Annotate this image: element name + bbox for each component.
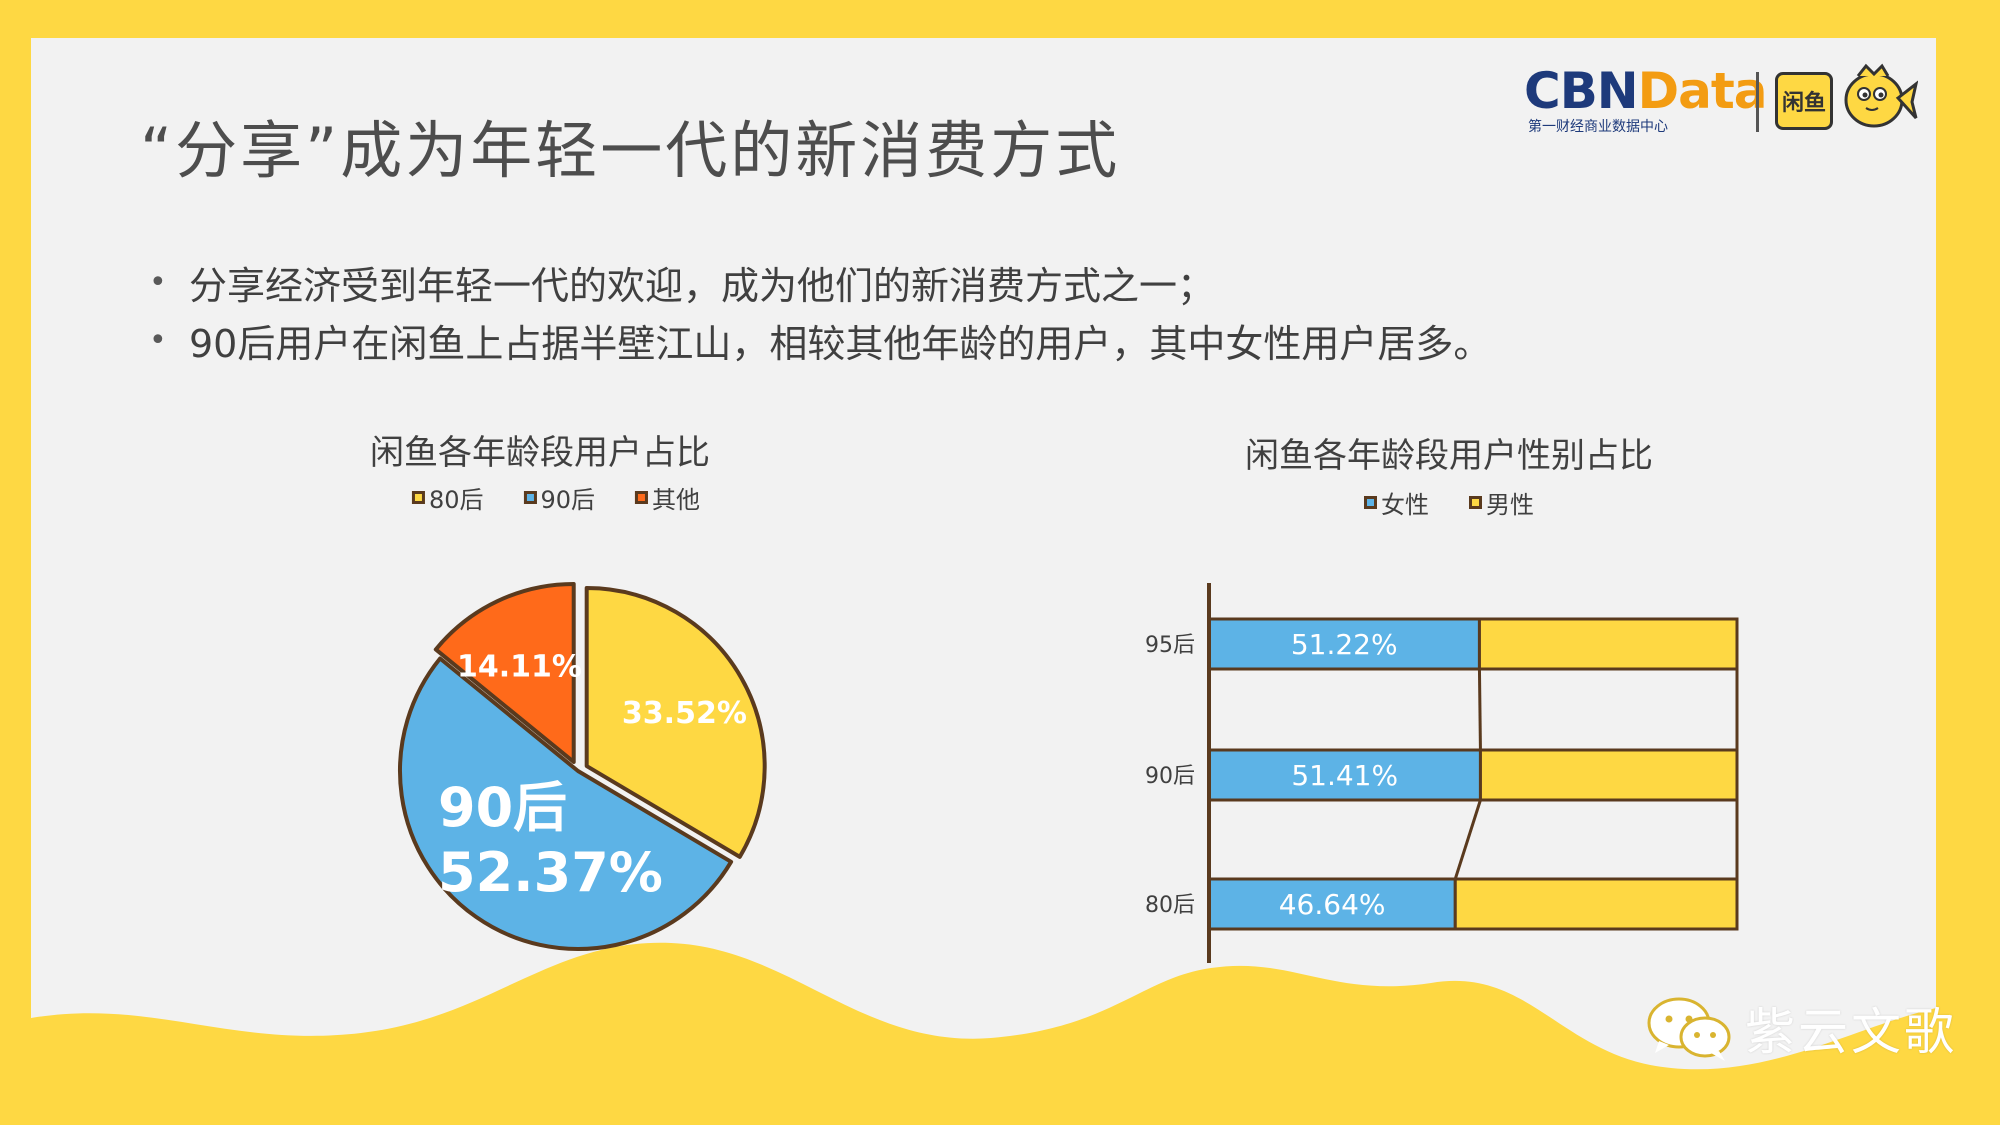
bar-segment [1478,748,1739,802]
legend-swatch [1364,496,1377,509]
pie-slice-category-label: 90后 [438,776,567,839]
page-title: “分享”成为年轻一代的新消费方式 [140,114,1121,187]
wechat-watermark: 紫云文歌 [1645,992,1957,1064]
legend-swatch [523,491,537,504]
legend-swatch [411,491,425,504]
pie-chart-title: 闲鱼各年龄段用户占比 [370,433,710,473]
legend-item-female: 女性 [1364,485,1429,520]
series-line [1453,799,1482,880]
bar-data-label: 51.22% [1291,628,1398,661]
wechat-icon [1647,997,1731,1061]
bullet-text: 90后用户在闲鱼上占据半壁江山，相较其他年龄的用户，其中女性用户居多。 [189,321,1492,366]
category-tick-label: 95后 [1145,633,1195,658]
pie-slice [398,656,734,951]
bar-data-label: 51.41% [1291,759,1398,792]
bottom-wave-decoration [31,942,1936,1098]
bar-segment [1477,617,1739,671]
legend-swatch [1469,496,1482,509]
pie-slice [584,586,767,859]
legend-label: 其他 [652,486,701,514]
bar-chart: 51.22% 95后 51.41% 90后 46.64% 80后 [1145,583,1739,963]
logo-subtitle: 第一财经商业数据中心 [1528,119,1668,135]
bullet-text: 分享经济受到年轻一代的欢迎，成为他们的新消费方式之一； [189,263,1216,308]
bar-data-label: 46.64% [1279,888,1386,921]
bar-legend: 女性 男性 [1364,485,1534,520]
slide-panel: “分享”成为年轻一代的新消费方式 • 分享经济受到年轻一代的欢迎，成为他们的新消… [31,38,1936,1098]
legend-swatch [635,491,649,504]
pie-legend: 80后 90后 其他 [411,480,700,515]
pie-slice-value-label: 14.11% [457,650,582,685]
bullet-item: • 分享经济受到年轻一代的欢迎，成为他们的新消费方式之一； [149,253,1491,311]
bar-segment [1453,877,1739,931]
watermark-text: 紫云文歌 [1745,1003,1957,1061]
bar-chart-title: 闲鱼各年龄段用户性别占比 [1245,436,1653,476]
legend-item-male: 男性 [1469,485,1534,520]
legend-label: 女性 [1381,491,1429,519]
series-line [1477,668,1482,751]
bullet-dot: • [149,322,167,358]
cbndata-logo: CBNData 第一财经商业数据中心 [1524,66,1784,146]
logo-brand-main: CBN [1524,62,1639,120]
pie-slice-value-label: 52.37% [438,841,663,904]
legend-label: 80后 [428,486,484,514]
pie-slice [433,581,576,764]
bullet-list: • 分享经济受到年轻一代的欢迎，成为他们的新消费方式之一； • 90后用户在闲鱼… [149,253,1491,369]
legend-item-90: 90后 [523,480,596,515]
legend-item-other: 其他 [635,480,700,515]
legend-item-80: 80后 [411,480,484,515]
pie-slice-value-label: 33.52% [622,696,747,731]
bullet-dot: • [149,264,167,300]
legend-label: 男性 [1486,491,1534,519]
logo-brand-accent: Data [1637,62,1768,120]
xianyu-logo: 闲鱼 [1775,72,1833,130]
legend-label: 90后 [540,486,596,514]
logo-divider [1756,72,1759,132]
category-tick-label: 80后 [1145,893,1195,918]
fish-mascot-icon [1844,63,1918,128]
bullet-item: • 90后用户在闲鱼上占据半壁江山，相较其他年龄的用户，其中女性用户居多。 [149,311,1491,369]
category-tick-label: 90后 [1145,764,1195,789]
